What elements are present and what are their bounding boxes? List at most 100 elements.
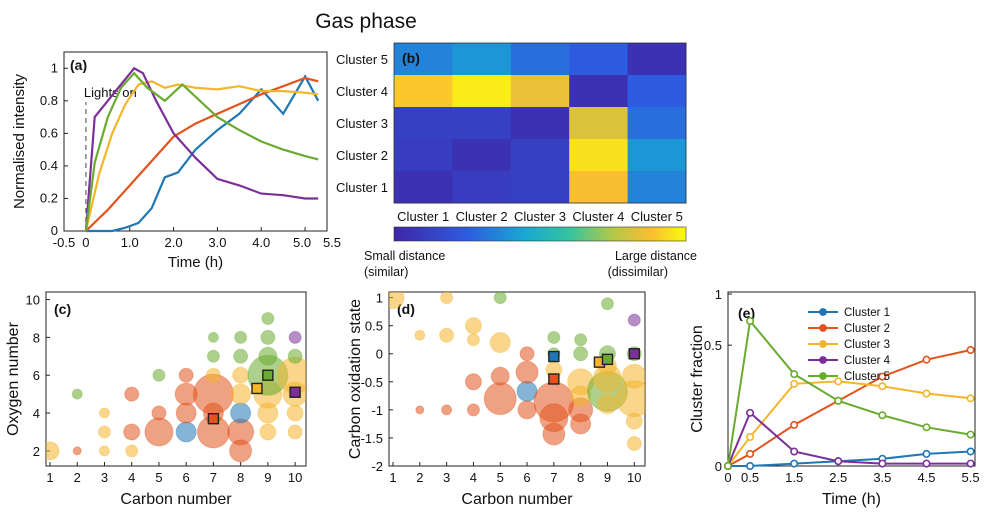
x-tick-label: 3.5 bbox=[873, 470, 891, 485]
heatmap-cell bbox=[510, 43, 570, 76]
x-tick-label: 2.5 bbox=[829, 470, 847, 485]
series-marker bbox=[878, 459, 887, 468]
y-tick-label: 6 bbox=[33, 368, 40, 383]
scatter-point bbox=[573, 346, 589, 362]
legend-label: Cluster 3 bbox=[844, 339, 890, 351]
scatter-point bbox=[71, 388, 83, 400]
colorbar-low-label: Small distance bbox=[364, 249, 445, 263]
heatmap-cell bbox=[569, 43, 629, 76]
x-tick-label: 2 bbox=[416, 470, 423, 485]
scatter-point bbox=[414, 329, 426, 341]
series-marker bbox=[746, 316, 755, 325]
series-marker bbox=[966, 394, 975, 403]
x-tick-label: 10 bbox=[627, 470, 641, 485]
colorbar-low-sublabel: (similar) bbox=[364, 265, 408, 279]
scatter-point bbox=[287, 348, 303, 364]
scatter-point bbox=[600, 297, 614, 311]
scatter-point bbox=[490, 366, 510, 386]
y-tick-label: 0 bbox=[51, 223, 58, 238]
heatmap-cell bbox=[510, 75, 570, 108]
series-marker bbox=[746, 408, 755, 417]
x-tick-label: 6 bbox=[523, 470, 530, 485]
heatmap-cell bbox=[569, 139, 629, 172]
scatter-point bbox=[205, 367, 221, 383]
y-tick-label: 1 bbox=[376, 291, 383, 306]
heatmap-cell bbox=[394, 107, 453, 140]
scatter-point bbox=[232, 366, 250, 384]
x-tick-label: 4 bbox=[470, 470, 477, 485]
column-label: Cluster 2 bbox=[456, 209, 508, 224]
scatter-point bbox=[596, 393, 618, 415]
series-line bbox=[84, 71, 319, 232]
scatter-point bbox=[466, 403, 480, 417]
panel-label: (d) bbox=[397, 301, 415, 317]
y-tick-label: 0 bbox=[376, 347, 383, 362]
legend-label: Cluster 1 bbox=[844, 307, 890, 319]
scatter-point bbox=[493, 292, 507, 305]
x-tick-label: 5.5 bbox=[323, 235, 341, 250]
x-tick-label: 4 bbox=[128, 470, 135, 485]
scatter-point bbox=[627, 313, 641, 327]
series-marker bbox=[790, 459, 799, 468]
scatter-point bbox=[464, 317, 482, 335]
panel-label: (b) bbox=[402, 50, 420, 66]
y-axis-label: Oxygen number bbox=[5, 321, 22, 436]
series-marker bbox=[723, 461, 732, 470]
x-tick-label: 8 bbox=[237, 470, 244, 485]
series-marker bbox=[878, 411, 887, 420]
series-marker bbox=[922, 459, 931, 468]
scatter-point bbox=[259, 423, 277, 441]
panel-d-scatter: (d) 1 2 3 4 5 6 7 8 9 10 -2 -1.5 -1 -0.5 0 0.5 1 Carbon nu… bbox=[347, 291, 646, 508]
y-tick-label: 8 bbox=[33, 330, 40, 345]
legend-marker bbox=[819, 372, 827, 380]
scatter-points bbox=[389, 292, 645, 452]
y-axis-label: Cluster fraction bbox=[689, 325, 706, 433]
heatmap-cell bbox=[627, 75, 687, 108]
panel-label: (e) bbox=[738, 305, 755, 321]
x-tick-label: 4.5 bbox=[917, 470, 935, 485]
y-tick-label: -1 bbox=[371, 403, 383, 418]
heatmap-cell bbox=[510, 107, 570, 140]
y-tick-label: 0.5 bbox=[704, 338, 722, 353]
scatter-point bbox=[288, 330, 302, 344]
heatmap-cell bbox=[569, 171, 629, 204]
x-tick-label: 1 bbox=[46, 470, 53, 485]
legend-marker bbox=[819, 340, 827, 348]
legend-label: Cluster 2 bbox=[844, 323, 890, 335]
series-marker bbox=[966, 345, 975, 354]
scatter-point bbox=[466, 333, 480, 347]
scatter-point bbox=[175, 402, 197, 424]
heatmap-cell bbox=[569, 107, 629, 140]
x-tick-label: 3 bbox=[443, 470, 450, 485]
panel-b-heatmap: (b) Cluster 5 Cluster 4 Cluster 3 Cluster 2 C… bbox=[336, 42, 697, 279]
scatter-point bbox=[233, 348, 249, 364]
axes-frame bbox=[63, 51, 328, 232]
series-marker bbox=[834, 396, 843, 405]
scatter-point bbox=[123, 423, 141, 441]
y-tick-label: 0.2 bbox=[40, 190, 58, 205]
heatmap-cell bbox=[394, 139, 453, 172]
scatter-points bbox=[46, 311, 306, 463]
panel-label: (a) bbox=[70, 57, 87, 73]
scatter-point bbox=[125, 444, 139, 458]
scatter-point bbox=[287, 424, 303, 440]
x-tick-label: 10 bbox=[288, 470, 302, 485]
scatter-point bbox=[626, 436, 642, 452]
x-axis-label: Time (h) bbox=[168, 254, 223, 271]
series-marker bbox=[790, 370, 799, 379]
heatmap-cell bbox=[627, 107, 687, 140]
scatter-point bbox=[574, 333, 588, 347]
heatmap-cell bbox=[452, 75, 512, 108]
x-tick-label: 7 bbox=[550, 470, 557, 485]
scatter-point bbox=[261, 311, 275, 325]
y-axis-label: Normalised intensity bbox=[11, 73, 28, 209]
legend-marker bbox=[819, 324, 827, 332]
heatmap-cell bbox=[452, 139, 512, 172]
axes-frame bbox=[727, 291, 976, 467]
x-tick-label: 2.0 bbox=[165, 235, 183, 250]
x-tick-label: 1 bbox=[389, 470, 396, 485]
heatmap-cell bbox=[510, 139, 570, 172]
y-tick-label: -0.5 bbox=[361, 375, 383, 390]
scatter-point bbox=[175, 421, 197, 443]
